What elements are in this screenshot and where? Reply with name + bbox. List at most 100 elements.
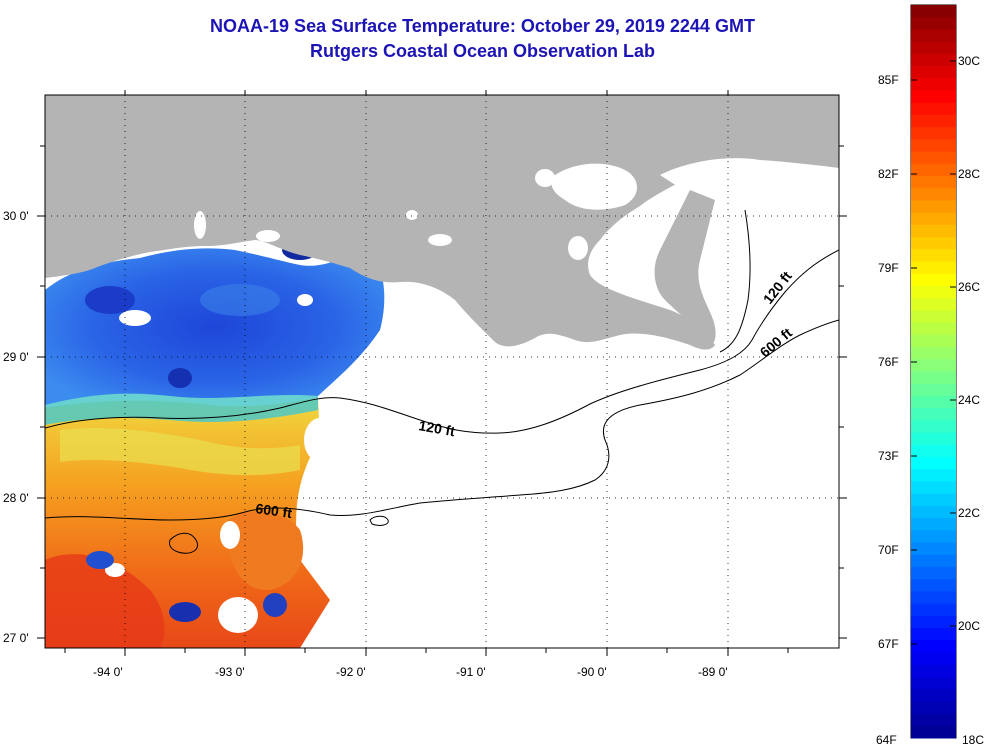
celsius-label: 18C <box>962 733 984 747</box>
color-bar-band <box>911 615 956 629</box>
lon-label: -91 0' <box>456 665 486 679</box>
celsius-label: 22C <box>958 506 980 520</box>
cloud-patch <box>297 294 313 306</box>
color-bar-band <box>911 273 956 287</box>
color-bar-band <box>911 139 956 153</box>
color-bar-band <box>911 114 956 128</box>
cloud-patch <box>218 597 258 633</box>
cloud-patch <box>428 234 452 246</box>
color-bar-band <box>911 591 956 605</box>
celsius-label: 26C <box>958 280 980 294</box>
color-bar <box>910 4 957 739</box>
color-bar-band <box>911 628 956 641</box>
map-subtitle: Rutgers Coastal Ocean Observation Lab <box>309 41 656 61</box>
sst-orange-patch <box>227 511 304 591</box>
color-bar-band <box>911 163 956 177</box>
cloud-patch <box>304 418 336 462</box>
color-bar-band <box>911 359 956 372</box>
sst-red-patch <box>45 554 165 648</box>
color-bar-band <box>911 676 956 690</box>
cloud-patch <box>194 211 206 239</box>
color-bar-band <box>911 285 956 299</box>
fahrenheit-label: 76F <box>878 355 899 369</box>
axis-ticks <box>37 90 847 656</box>
color-bar-band <box>911 41 956 55</box>
color-bar-band <box>911 689 956 702</box>
color-bar-band <box>911 383 956 397</box>
lon-label: -93 0' <box>215 665 245 679</box>
color-bar-band <box>911 530 956 544</box>
fahrenheit-label: 70F <box>878 543 899 557</box>
lat-label: 27 0' <box>3 631 29 645</box>
celsius-label: 20C <box>958 619 980 633</box>
lat-label: 30 0' <box>3 209 29 223</box>
isobath-120ft-west <box>45 249 839 434</box>
color-bar-band <box>911 493 956 507</box>
color-bar-band <box>911 298 956 311</box>
color-bar-band <box>911 224 956 238</box>
color-bar-band <box>911 261 956 275</box>
color-bar-band <box>911 237 956 250</box>
isobath-600ft-outline <box>169 532 198 554</box>
isobath-600ft-outline <box>369 515 389 526</box>
lon-label: -89 0' <box>698 665 728 679</box>
lat-label: 28 0' <box>3 491 29 505</box>
color-bar-band <box>911 310 956 324</box>
color-bar-band <box>911 444 956 458</box>
color-bar-band <box>911 151 956 165</box>
color-bar-band <box>911 701 956 715</box>
sst-cold-patch <box>200 284 280 316</box>
color-bar-band <box>911 652 956 666</box>
color-bar-band <box>911 566 956 580</box>
map-title: NOAA-19 Sea Surface Temperature: October… <box>210 16 755 36</box>
color-bar-band <box>911 66 956 79</box>
fahrenheit-label: 64F <box>876 733 897 747</box>
fahrenheit-label: 73F <box>878 449 899 463</box>
color-bar-band <box>911 664 956 678</box>
celsius-label: 30C <box>958 54 980 68</box>
color-bar-band <box>911 102 956 116</box>
color-bar-band <box>911 5 956 18</box>
color-bar-band <box>911 200 956 214</box>
color-bar-band <box>911 420 956 434</box>
fahrenheit-label: 67F <box>878 637 899 651</box>
color-bar-band <box>911 579 956 592</box>
color-bar-band <box>911 90 956 104</box>
sst-cold-patch <box>86 551 114 569</box>
land-mass <box>45 95 839 350</box>
lat-label: 29 0' <box>3 350 29 364</box>
cloud-patch <box>119 310 151 326</box>
color-bar-band <box>911 542 956 556</box>
lon-label: -94 0' <box>93 665 123 679</box>
sst-cold-patch <box>263 593 287 617</box>
cloud-patch <box>220 521 240 549</box>
celsius-label: 28C <box>958 167 980 181</box>
color-bar-band <box>911 408 956 421</box>
color-bar-bands <box>911 5 956 739</box>
color-bar-band <box>911 17 956 30</box>
fahrenheit-label: 82F <box>878 167 899 181</box>
celsius-label: 24C <box>958 393 980 407</box>
color-bar-band <box>911 127 956 140</box>
color-bar-band <box>911 554 956 568</box>
color-bar-band <box>911 78 956 92</box>
sst-yellow-band <box>60 428 300 476</box>
color-bar-band <box>911 395 956 409</box>
sst-cold-patch <box>85 286 135 314</box>
color-bar-band <box>911 457 956 470</box>
isobath-label: 600 ft <box>255 500 294 521</box>
color-bar-band <box>911 212 956 226</box>
isobath-120ft-east <box>719 209 751 353</box>
color-bar-band <box>911 176 956 189</box>
isobath-600ft-west <box>45 319 839 521</box>
isobath-label: 120 ft <box>417 417 456 439</box>
color-bar-band <box>911 371 956 385</box>
color-bar-band <box>911 322 956 336</box>
lon-label: -90 0' <box>577 665 607 679</box>
color-bar-band <box>911 469 956 482</box>
map-frame <box>44 94 840 649</box>
sst-transition-band <box>45 392 318 425</box>
cloud-patch <box>406 210 418 220</box>
cloud-patch <box>660 158 839 190</box>
sst-cold-patch <box>168 368 192 388</box>
